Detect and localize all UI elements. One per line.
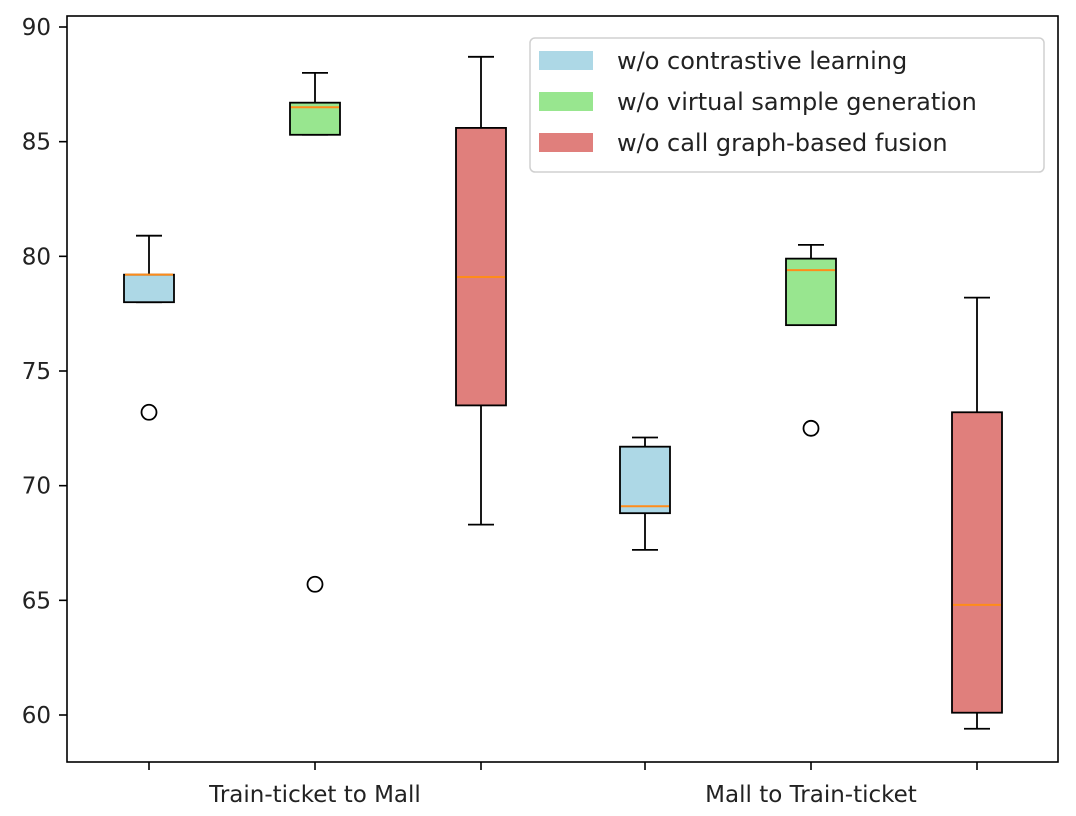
box-1-0	[289, 71, 341, 593]
y-tick-label: 85	[22, 130, 51, 156]
box-body	[785, 257, 837, 327]
legend-swatch	[539, 51, 593, 70]
outlier-point	[802, 419, 820, 437]
x-tick-label: Train-ticket to Mall	[208, 782, 421, 808]
box-2-0	[455, 55, 507, 526]
y-tick-label: 90	[22, 15, 51, 41]
legend-swatch	[539, 133, 593, 152]
box-1-1	[785, 243, 837, 437]
legend-box	[529, 37, 1045, 173]
x-axis: Train-ticket to Mall Mall to Train-ticket	[148, 762, 978, 808]
outlier-point	[140, 403, 158, 421]
outlier-point	[306, 575, 324, 593]
box-body	[123, 273, 175, 304]
y-tick-label: 60	[22, 703, 51, 729]
box-0-0	[123, 234, 175, 421]
y-axis: 60 65 70 75 80 85 90	[22, 15, 67, 729]
legend-label: w/o call graph-based fusion	[617, 129, 948, 157]
box-body	[619, 445, 671, 515]
legend: w/o contrastive learning w/o virtual samp…	[529, 37, 1045, 173]
box-plots	[123, 55, 1003, 730]
y-tick-label: 75	[22, 359, 51, 385]
box-0-1	[619, 436, 671, 551]
axes-frame	[66, 15, 1059, 763]
box-2-1	[951, 296, 1003, 730]
legend-label: w/o virtual sample generation	[617, 88, 977, 116]
box-body	[455, 127, 507, 407]
y-tick-label: 80	[22, 244, 51, 270]
x-tick-label: Mall to Train-ticket	[705, 782, 917, 808]
legend-label: w/o contrastive learning	[617, 47, 907, 75]
legend-swatch	[539, 92, 593, 111]
box-body	[951, 411, 1003, 714]
y-tick-label: 70	[22, 474, 51, 500]
y-tick-label: 65	[22, 588, 51, 614]
